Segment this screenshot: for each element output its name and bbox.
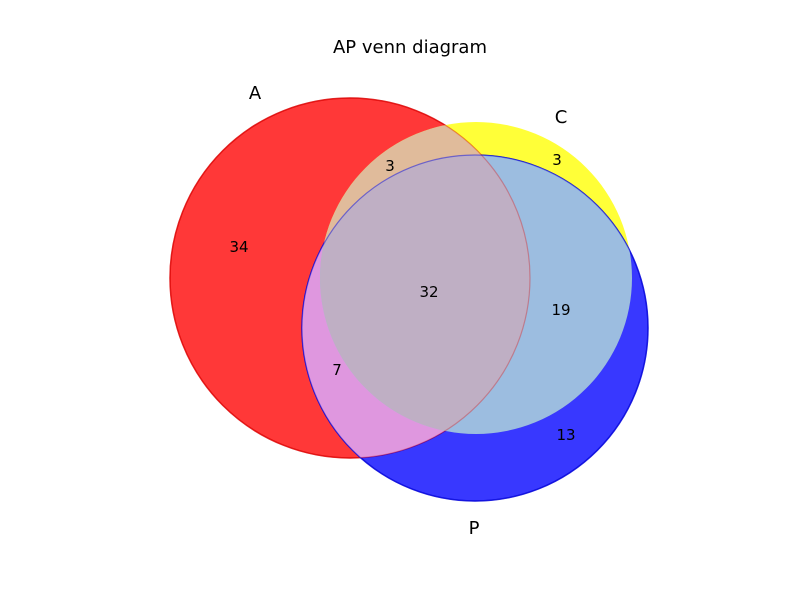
circle-p-outline	[301, 154, 649, 502]
region-a-only: 34	[229, 238, 248, 256]
region-c-p: 19	[551, 301, 570, 319]
set-label-a: A	[249, 83, 262, 104]
set-label-c: C	[555, 107, 568, 128]
region-p-only: 13	[556, 426, 575, 444]
region-a-c: 3	[385, 157, 395, 175]
region-c-only: 3	[552, 151, 562, 169]
region-a-c-p: 32	[419, 283, 438, 301]
chart-title: AP venn diagram	[333, 37, 487, 58]
circle-a-outline	[169, 97, 531, 459]
set-label-p: P	[469, 518, 480, 539]
region-a-p: 7	[332, 361, 342, 379]
